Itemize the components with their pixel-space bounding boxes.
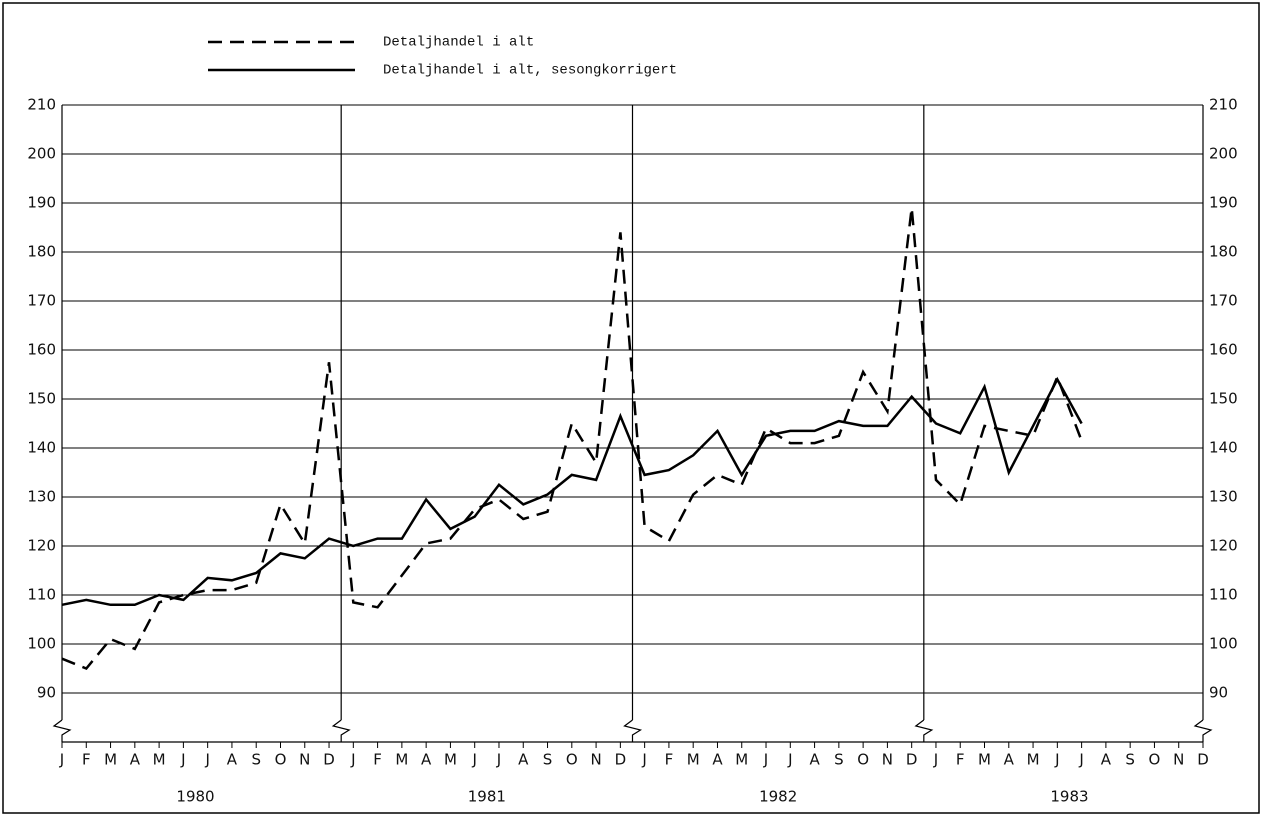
x-tick-label: M [395, 751, 408, 769]
x-tick-label: S [1125, 751, 1135, 769]
y-tick-label-right: 170 [1209, 292, 1238, 310]
legend-label: Detaljhandel i alt, sesongkorrigert [383, 63, 677, 79]
x-tick-label: D [906, 751, 918, 769]
x-tick-label: D [323, 751, 335, 769]
y-tick-label: 90 [37, 684, 56, 702]
year-label: 1980 [176, 788, 214, 806]
x-tick-label: A [130, 751, 141, 769]
x-tick-label: A [518, 751, 529, 769]
x-tick-label: O [566, 751, 578, 769]
x-tick-label: O [857, 751, 869, 769]
y-tick-label-right: 190 [1209, 194, 1238, 212]
x-tick-label: J [787, 751, 792, 769]
x-tick-label: S [543, 751, 553, 769]
x-tick-label: A [421, 751, 432, 769]
y-tick-label: 170 [27, 292, 56, 310]
y-tick-label-right: 200 [1209, 145, 1238, 163]
x-tick-label: N [882, 751, 893, 769]
axis-break [52, 719, 72, 742]
y-tick-label-right: 100 [1209, 635, 1238, 653]
y-tick-label-right: 90 [1209, 684, 1228, 702]
x-tick-label: M [978, 751, 991, 769]
x-tick-label: J [496, 751, 501, 769]
y-tick-label: 100 [27, 635, 56, 653]
x-tick-label: F [373, 751, 382, 769]
x-tick-label: O [1149, 751, 1161, 769]
x-tick-label: S [251, 751, 261, 769]
x-tick-label: M [444, 751, 457, 769]
y-tick-label: 180 [27, 243, 56, 261]
x-tick-label: A [1101, 751, 1112, 769]
y-tick-label: 160 [27, 341, 56, 359]
series-line [61, 376, 1083, 607]
y-tick-label-right: 180 [1209, 243, 1238, 261]
x-tick-label: M [104, 751, 117, 769]
y-tick-label: 130 [27, 488, 56, 506]
x-tick-label: D [615, 751, 627, 769]
y-tick-label: 190 [27, 194, 56, 212]
x-tick-label: O [275, 751, 287, 769]
y-tick-label-right: 160 [1209, 341, 1238, 359]
axis-break [623, 719, 643, 742]
y-tick-label-right: 130 [1209, 488, 1238, 506]
year-label: 1981 [468, 788, 506, 806]
x-tick-label: M [153, 751, 166, 769]
x-tick-label: A [227, 751, 238, 769]
x-tick-label: M [735, 751, 748, 769]
x-tick-label: J [471, 751, 476, 769]
y-tick-label-right: 140 [1209, 439, 1238, 457]
x-tick-label: J [1054, 751, 1059, 769]
year-label: 1983 [1050, 788, 1088, 806]
x-tick-label: J [641, 751, 646, 769]
x-tick-label: J [180, 751, 185, 769]
y-tick-label: 150 [27, 390, 56, 408]
x-tick-label: N [590, 751, 601, 769]
x-tick-label: A [712, 751, 723, 769]
x-tick-label: F [956, 751, 965, 769]
x-tick-label: M [687, 751, 700, 769]
x-tick-label: J [59, 751, 64, 769]
series-line [61, 207, 1083, 671]
x-tick-label: N [1173, 751, 1184, 769]
y-tick-label: 110 [27, 586, 56, 604]
x-tick-label: A [809, 751, 820, 769]
axis-break [331, 719, 351, 742]
y-tick-label-right: 150 [1209, 390, 1238, 408]
x-tick-label: A [1004, 751, 1015, 769]
x-tick-label: M [1027, 751, 1040, 769]
x-tick-label: J [350, 751, 355, 769]
y-tick-label: 200 [27, 145, 56, 163]
axis-break [914, 719, 934, 742]
y-tick-label-right: 210 [1209, 96, 1238, 114]
x-tick-label: J [763, 751, 768, 769]
x-tick-label: J [933, 751, 938, 769]
year-label: 1982 [759, 788, 797, 806]
y-tick-label: 120 [27, 537, 56, 555]
y-tick-label-right: 120 [1209, 537, 1238, 555]
x-tick-label: J [1078, 751, 1083, 769]
y-tick-label: 210 [27, 96, 56, 114]
x-tick-label: J [204, 751, 209, 769]
x-tick-label: N [299, 751, 310, 769]
x-tick-label: F [82, 751, 91, 769]
x-tick-label: D [1197, 751, 1209, 769]
axis-break [1193, 719, 1213, 742]
x-tick-label: F [665, 751, 674, 769]
legend-label: Detaljhandel i alt [383, 35, 534, 51]
y-tick-label-right: 110 [1209, 586, 1238, 604]
y-tick-label: 140 [27, 439, 56, 457]
x-tick-label: S [834, 751, 844, 769]
